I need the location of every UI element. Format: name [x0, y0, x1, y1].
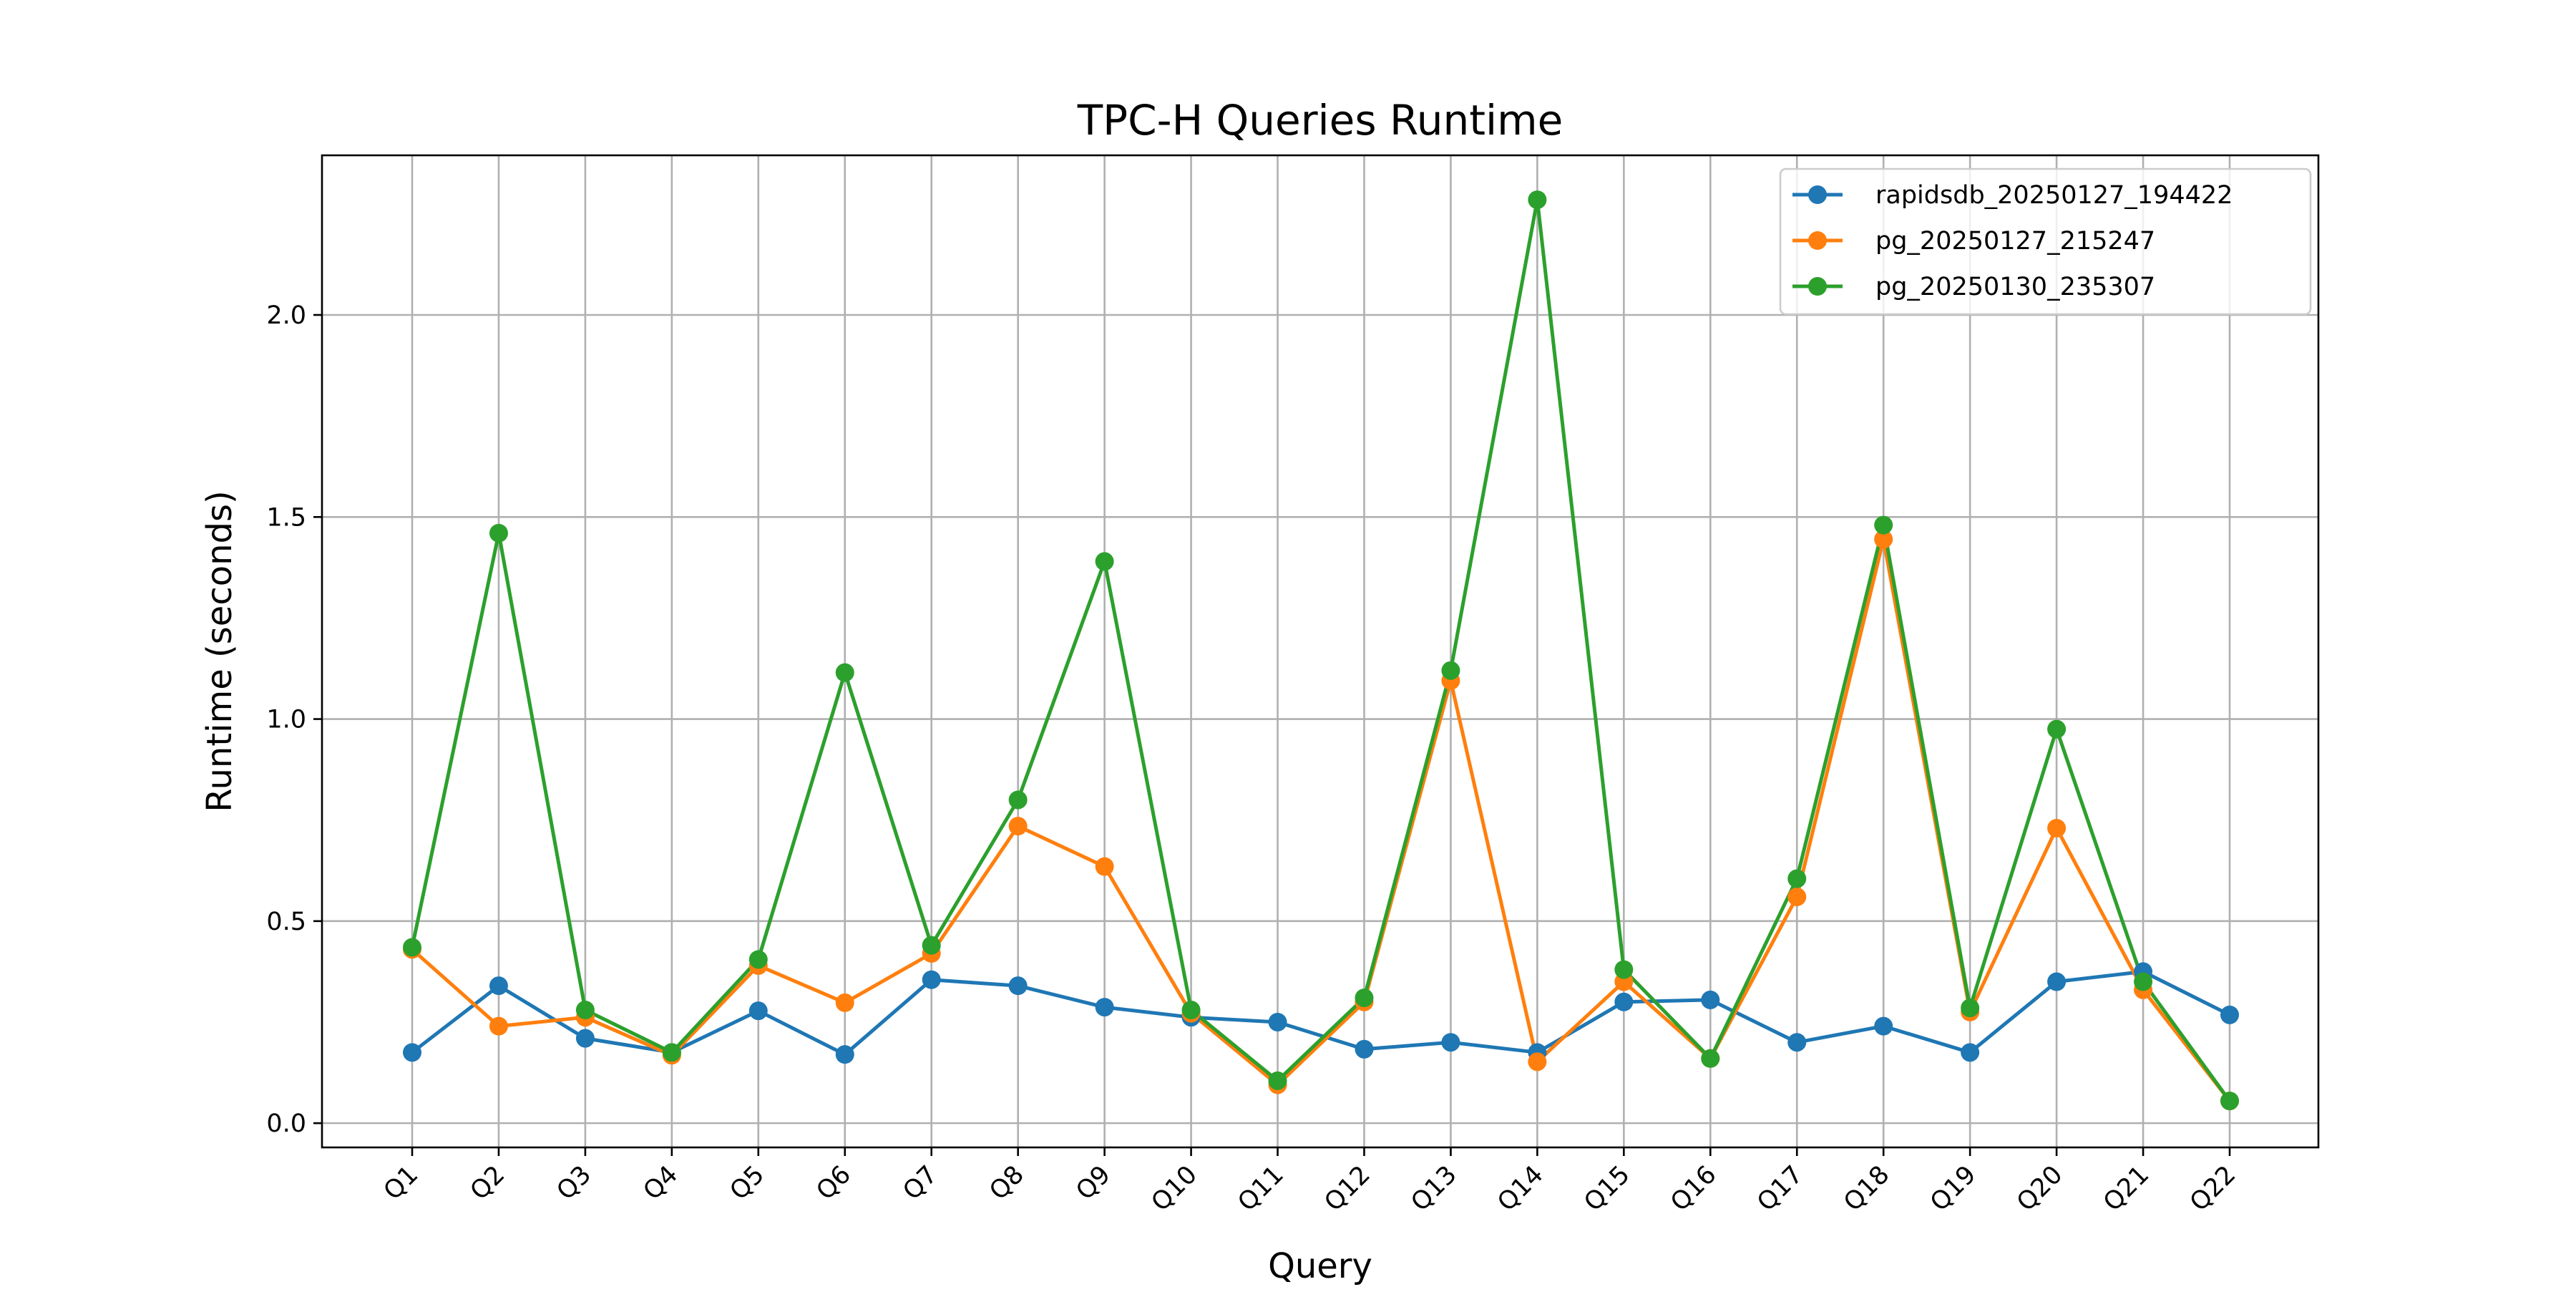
data-point	[2047, 818, 2067, 837]
y-tick-label: 0.0	[266, 1109, 306, 1138]
data-point	[1874, 530, 1893, 549]
data-point	[835, 663, 854, 682]
data-point	[2047, 972, 2067, 991]
data-point	[2047, 719, 2067, 739]
data-point	[1008, 817, 1028, 836]
data-point	[575, 1029, 595, 1048]
legend-label: rapidsdb_20250127_194422	[1875, 181, 2233, 210]
data-point	[1874, 515, 1893, 535]
data-point	[1614, 992, 1634, 1011]
x-axis-title: Query	[1268, 1246, 1372, 1286]
data-point	[1008, 790, 1028, 810]
data-point	[489, 976, 508, 996]
data-point	[489, 1016, 508, 1036]
legend-marker	[1808, 185, 1827, 204]
data-point	[1008, 976, 1028, 996]
data-point	[2220, 1092, 2239, 1111]
data-point	[1874, 1016, 1893, 1036]
data-point	[1441, 661, 1460, 680]
series-lines	[410, 198, 2232, 1102]
data-point	[1355, 989, 1374, 1008]
plot-frame	[321, 154, 2320, 1149]
legend: rapidsdb_20250127_194422 pg_20250127_2152…	[1779, 167, 2312, 316]
data-point	[1268, 1071, 1287, 1090]
data-point	[1961, 1043, 1980, 1062]
y-tick-label: 2.0	[266, 301, 306, 330]
data-point	[1355, 1039, 1374, 1059]
series-markers	[403, 190, 2239, 1111]
data-point	[748, 1001, 768, 1021]
data-point	[1095, 552, 1114, 571]
data-point	[1961, 999, 1980, 1018]
data-point	[2220, 1005, 2239, 1024]
data-point	[922, 936, 941, 955]
data-point	[403, 938, 421, 957]
legend-marker	[1808, 277, 1827, 296]
data-point	[835, 993, 854, 1012]
data-point	[403, 1043, 421, 1062]
chart-title: TPC-H Queries Runtime	[1077, 96, 1563, 145]
series-line	[411, 969, 2231, 1057]
legend-label: pg_20250130_235307	[1875, 273, 2155, 301]
data-point	[1528, 1052, 1547, 1072]
legend-marker	[1808, 231, 1827, 250]
data-point	[835, 1045, 854, 1064]
data-point	[489, 523, 508, 543]
data-point	[1095, 998, 1114, 1017]
data-point	[922, 970, 941, 989]
y-axis-title: Runtime (seconds)	[200, 490, 240, 812]
data-point	[748, 950, 768, 969]
legend-box	[1779, 167, 2312, 316]
data-point	[1701, 1049, 1720, 1068]
data-point	[1095, 857, 1114, 876]
data-point	[2134, 972, 2153, 991]
y-tick-label: 1.0	[266, 706, 306, 734]
series-line	[410, 198, 2232, 1102]
data-point	[1528, 190, 1547, 210]
data-point	[1701, 990, 1720, 1009]
legend-label: pg_20250127_215247	[1875, 227, 2155, 256]
data-point	[1787, 1033, 1807, 1052]
data-point	[1181, 1001, 1201, 1020]
data-point	[1441, 1033, 1460, 1052]
data-point	[1614, 960, 1634, 979]
data-point	[1268, 1012, 1287, 1031]
y-tick-label: 1.5	[266, 503, 306, 532]
data-point	[1787, 869, 1807, 888]
data-point	[1787, 887, 1807, 906]
data-point	[662, 1043, 681, 1062]
y-tick-label: 0.5	[266, 908, 306, 936]
data-point	[575, 1001, 595, 1020]
